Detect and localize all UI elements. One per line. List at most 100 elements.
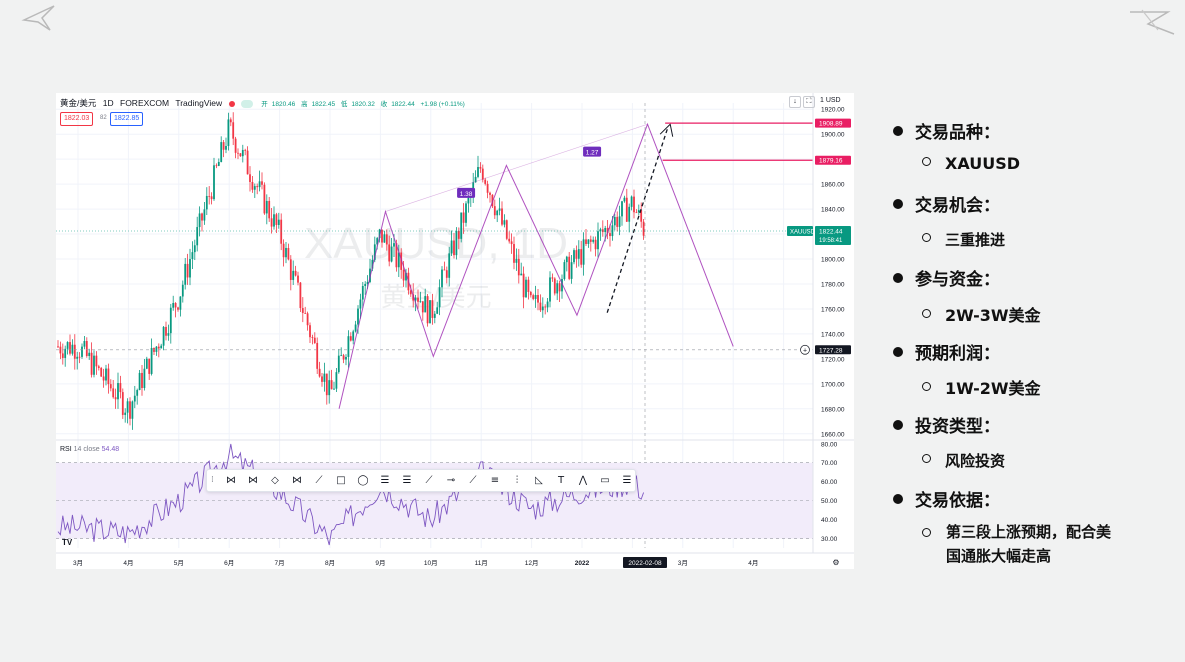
candle-body <box>100 367 103 377</box>
candle-body <box>172 302 175 308</box>
candle-body <box>131 401 134 419</box>
candle-body <box>316 342 319 369</box>
price-tick-label: 1720.00 <box>821 356 845 363</box>
rsi-header: RSI 14 close 54.48 <box>60 446 120 453</box>
candle-body <box>169 307 172 334</box>
candle-body <box>457 230 460 239</box>
candle-body <box>441 269 443 288</box>
candle-body <box>635 212 638 214</box>
bullet-profit: 预期利润： <box>893 339 1000 364</box>
candle-body <box>294 270 297 276</box>
rectangle-icon[interactable]: □ <box>336 475 346 486</box>
price-tick-label: 1760.00 <box>821 306 845 313</box>
pattern-cypher-icon[interactable]: ⋈ <box>248 475 258 486</box>
trend-line-icon[interactable]: ⟋ <box>425 475 433 486</box>
candle-body <box>119 383 122 393</box>
candle-body <box>330 380 333 390</box>
candle-body <box>508 238 511 242</box>
info-line-icon[interactable]: ⟋ <box>469 475 477 486</box>
pattern-legs <box>338 122 734 409</box>
candle-body <box>76 356 79 359</box>
candle-body <box>61 353 64 358</box>
symbol-name[interactable]: 黄金/美元 <box>60 98 97 108</box>
candle-body <box>186 263 189 278</box>
pattern-triangle-icon[interactable]: ⟋ <box>315 475 323 486</box>
candle-body <box>597 231 599 250</box>
live-toggle-icon[interactable] <box>240 99 253 108</box>
download-icon[interactable]: ↓ <box>789 96 801 108</box>
candle-body <box>217 161 220 166</box>
candle-body <box>532 295 535 299</box>
bullet-type: 投资类型： <box>893 412 1000 437</box>
interval-label[interactable]: 1D <box>102 98 114 108</box>
candle-body <box>565 256 568 263</box>
candle-body <box>71 344 74 354</box>
pattern-abcd-icon[interactable]: ⋈ <box>292 475 302 486</box>
candle-body <box>311 337 314 338</box>
currency-selector[interactable]: 1 USD <box>820 97 841 104</box>
watermark-symbol: XAUUSD, 1D <box>304 219 568 268</box>
market-status-icon <box>228 100 235 107</box>
fib-retracement-icon[interactable]: ☰ <box>380 475 390 486</box>
toolbar-drag-handle-icon[interactable]: ⁞ <box>211 475 214 485</box>
parallel-channel-icon[interactable]: ≡ <box>490 475 500 486</box>
candle-body <box>309 325 311 338</box>
candle-body <box>599 229 602 232</box>
candle-body <box>582 239 585 265</box>
candle-body <box>371 259 374 269</box>
candle-body <box>366 281 369 284</box>
candle-body <box>537 295 539 303</box>
elliott-wave-icon[interactable]: ⋀ <box>578 475 588 486</box>
candle-body <box>445 270 448 278</box>
candle-body <box>522 273 525 298</box>
horizontal-ray-icon[interactable]: ⊸ <box>446 475 456 486</box>
candle-body <box>155 346 158 352</box>
candle-body <box>85 340 88 356</box>
candle-body <box>229 119 232 123</box>
fib-channel-icon[interactable]: ☰ <box>402 475 412 486</box>
candle-body <box>184 263 187 285</box>
vertical-line-icon[interactable]: ⫶ <box>515 475 519 486</box>
candle-body <box>328 380 331 396</box>
settings-gear-icon[interactable]: ⚙ <box>832 558 839 567</box>
callout-icon[interactable]: ▭ <box>600 475 610 486</box>
candle-body <box>621 201 623 217</box>
fullscreen-icon[interactable]: ⛶ <box>803 96 815 108</box>
candle-body <box>59 346 62 354</box>
ellipse-icon[interactable]: ◯ <box>357 475 369 486</box>
candle-body <box>282 243 285 258</box>
price-tick-label: 1800.00 <box>821 257 845 264</box>
text-icon[interactable]: T <box>557 475 565 486</box>
triangle-icon[interactable]: ◺ <box>535 475 543 486</box>
candle-body <box>577 249 580 259</box>
candle-body <box>241 149 244 157</box>
price-tick-label: 1680.00 <box>821 406 845 413</box>
pattern-xabcd-icon[interactable]: ⋈ <box>226 475 236 486</box>
sell-price-pill[interactable]: 1822.03 <box>60 112 94 126</box>
pattern-head-shoulders-icon[interactable]: ◇ <box>271 475 279 486</box>
drawing-toolbar[interactable]: ⁞ ⋈ ⋈ ◇ ⋈ ⟋ □ ◯ ☰ ☰ ⟋ ⊸ ⟋ ≡ ⫶ ◺ T ⋀ ▭ ☰ <box>206 469 636 492</box>
candle-body <box>124 412 127 415</box>
candle-body <box>340 355 343 357</box>
fib-extension-icon[interactable]: ☰ <box>622 475 632 486</box>
time-tick-label: 6月 <box>224 559 234 567</box>
candle-body <box>253 186 256 190</box>
candle-body <box>251 181 254 190</box>
pattern-ratio-badge <box>583 146 602 157</box>
add-alert-icon[interactable] <box>800 344 810 355</box>
buy-price-pill[interactable]: 1822.85 <box>110 112 144 126</box>
projection-arrowhead <box>659 123 674 137</box>
chart-canvas[interactable]: XAUUSD, 1D黄金/美元1.381.271920.001900.00188… <box>56 93 854 569</box>
candle-body <box>323 373 326 382</box>
candle-body <box>349 336 352 341</box>
candle-body <box>114 397 117 400</box>
candle-body <box>105 368 107 381</box>
candle-body <box>64 348 67 358</box>
chart-panel[interactable]: XAUUSD, 1D黄金/美元1.381.271920.001900.00188… <box>56 93 854 569</box>
candle-body <box>534 295 537 299</box>
candle-body <box>215 165 218 167</box>
candle-body <box>539 302 542 311</box>
candle-body <box>273 214 275 227</box>
candle-body <box>73 344 76 359</box>
rsi-tick-label: 70.00 <box>821 460 838 467</box>
